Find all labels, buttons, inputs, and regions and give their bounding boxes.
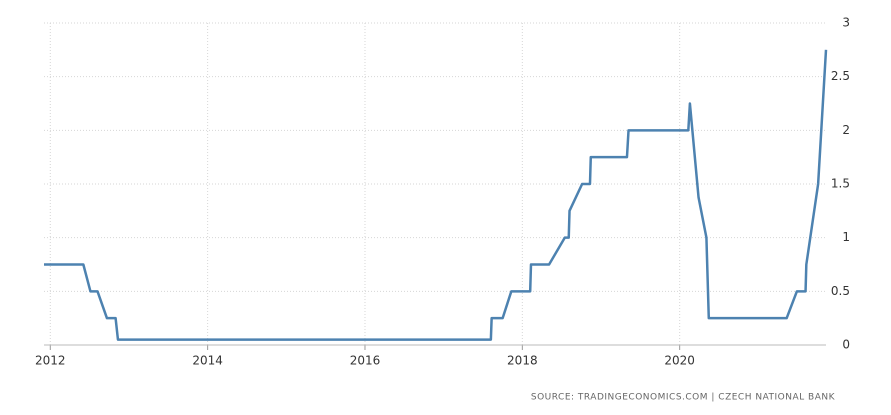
x-tick-label: 2020 [664, 354, 695, 368]
source-note: SOURCE: TRADINGECONOMICS.COM | CZECH NAT… [531, 393, 836, 403]
y-tick-label: 1.5 [831, 177, 850, 191]
x-tick-label: 2018 [507, 354, 538, 368]
y-tick-label: 0.5 [831, 284, 850, 298]
y-tick-label: 2.5 [831, 69, 850, 83]
data-line [44, 49, 828, 341]
x-tick-label: 2012 [35, 354, 66, 368]
x-tick-label: 2014 [192, 354, 223, 368]
y-tick-label: 1 [842, 230, 850, 244]
y-tick-label: 3 [842, 16, 850, 30]
y-tick-label: 0 [842, 338, 850, 352]
x-tick-label: 2016 [350, 354, 381, 368]
y-tick-label: 2 [842, 123, 850, 137]
